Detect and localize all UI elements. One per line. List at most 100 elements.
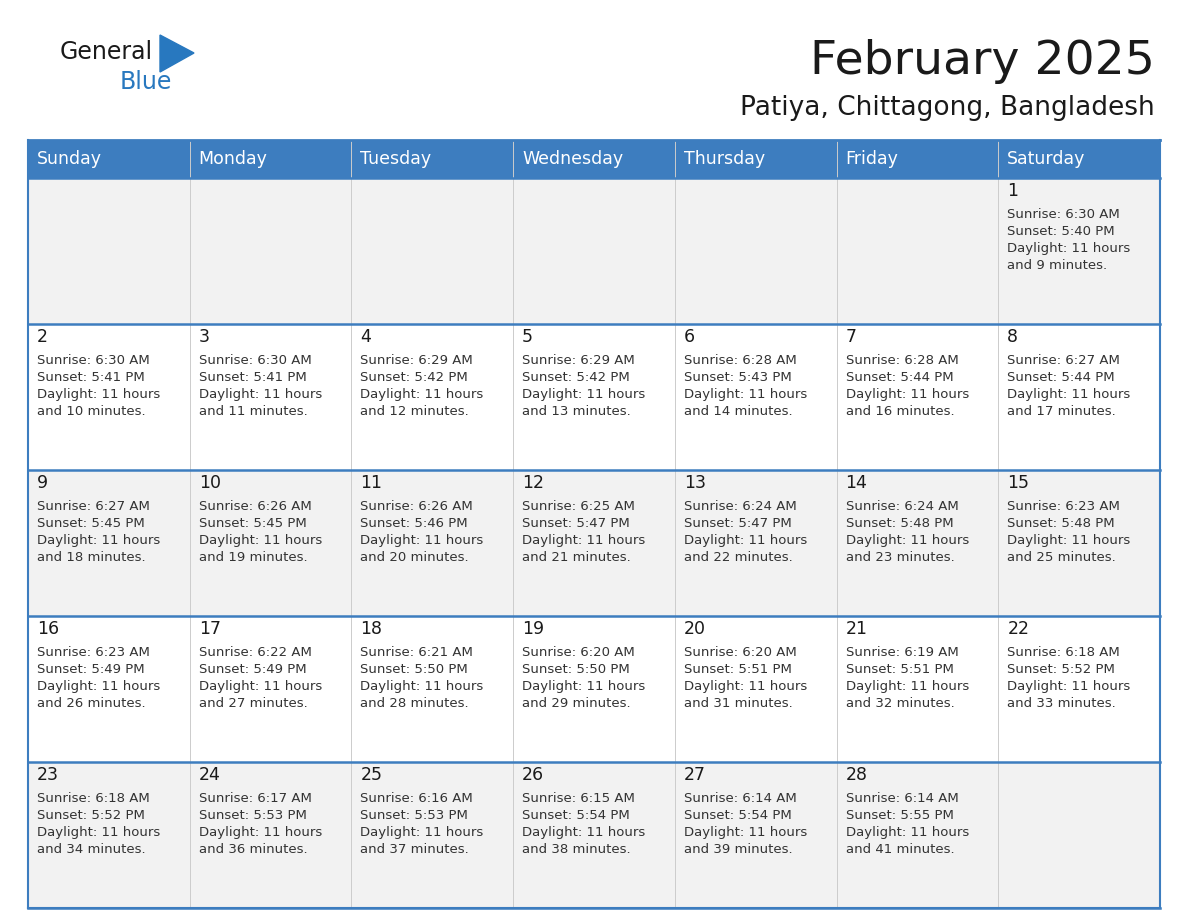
Text: Sunrise: 6:24 AM: Sunrise: 6:24 AM — [846, 500, 959, 513]
Text: Sunrise: 6:15 AM: Sunrise: 6:15 AM — [523, 792, 636, 805]
Text: Daylight: 11 hours: Daylight: 11 hours — [684, 826, 807, 839]
Text: Sunset: 5:43 PM: Sunset: 5:43 PM — [684, 371, 791, 384]
Text: Sunset: 5:40 PM: Sunset: 5:40 PM — [1007, 225, 1114, 238]
Text: and 22 minutes.: and 22 minutes. — [684, 551, 792, 564]
Text: and 23 minutes.: and 23 minutes. — [846, 551, 954, 564]
Text: February 2025: February 2025 — [810, 39, 1155, 84]
Text: Sunrise: 6:28 AM: Sunrise: 6:28 AM — [846, 354, 959, 367]
Text: Sunset: 5:41 PM: Sunset: 5:41 PM — [198, 371, 307, 384]
Text: Sunrise: 6:30 AM: Sunrise: 6:30 AM — [1007, 208, 1120, 221]
Bar — [513, 140, 675, 178]
Bar — [352, 470, 513, 616]
Text: Sunset: 5:55 PM: Sunset: 5:55 PM — [846, 809, 954, 822]
Text: 25: 25 — [360, 766, 383, 784]
Text: Sunset: 5:42 PM: Sunset: 5:42 PM — [523, 371, 630, 384]
Text: Sunset: 5:47 PM: Sunset: 5:47 PM — [684, 517, 791, 530]
Text: Sunrise: 6:27 AM: Sunrise: 6:27 AM — [1007, 354, 1120, 367]
Bar — [352, 762, 513, 908]
Text: Sunrise: 6:18 AM: Sunrise: 6:18 AM — [1007, 646, 1120, 659]
Text: Sunset: 5:52 PM: Sunset: 5:52 PM — [1007, 663, 1116, 676]
Text: 14: 14 — [846, 474, 867, 492]
Text: Daylight: 11 hours: Daylight: 11 hours — [360, 534, 484, 547]
Text: and 32 minutes.: and 32 minutes. — [846, 697, 954, 710]
Text: Sunrise: 6:30 AM: Sunrise: 6:30 AM — [37, 354, 150, 367]
Text: and 38 minutes.: and 38 minutes. — [523, 843, 631, 856]
Text: Daylight: 11 hours: Daylight: 11 hours — [360, 388, 484, 401]
Text: Thursday: Thursday — [684, 150, 765, 168]
Text: Sunrise: 6:22 AM: Sunrise: 6:22 AM — [198, 646, 311, 659]
Bar — [513, 324, 675, 470]
Text: Daylight: 11 hours: Daylight: 11 hours — [1007, 388, 1131, 401]
Text: Sunset: 5:45 PM: Sunset: 5:45 PM — [37, 517, 145, 530]
Bar — [836, 140, 998, 178]
Text: Sunrise: 6:20 AM: Sunrise: 6:20 AM — [523, 646, 634, 659]
Bar — [190, 470, 352, 616]
Text: Sunrise: 6:23 AM: Sunrise: 6:23 AM — [37, 646, 150, 659]
Bar — [190, 324, 352, 470]
Text: Daylight: 11 hours: Daylight: 11 hours — [37, 388, 160, 401]
Text: Daylight: 11 hours: Daylight: 11 hours — [523, 680, 645, 693]
Text: 9: 9 — [37, 474, 49, 492]
Bar — [998, 140, 1159, 178]
Bar — [352, 324, 513, 470]
Text: Sunset: 5:52 PM: Sunset: 5:52 PM — [37, 809, 145, 822]
Text: General: General — [61, 40, 153, 64]
Text: 11: 11 — [360, 474, 383, 492]
Text: Sunset: 5:49 PM: Sunset: 5:49 PM — [198, 663, 307, 676]
Bar — [513, 762, 675, 908]
Text: 16: 16 — [37, 620, 59, 638]
Text: and 34 minutes.: and 34 minutes. — [37, 843, 146, 856]
Text: Sunset: 5:54 PM: Sunset: 5:54 PM — [523, 809, 630, 822]
Text: Daylight: 11 hours: Daylight: 11 hours — [684, 388, 807, 401]
Text: Sunrise: 6:19 AM: Sunrise: 6:19 AM — [846, 646, 959, 659]
Text: Daylight: 11 hours: Daylight: 11 hours — [37, 534, 160, 547]
Text: 3: 3 — [198, 328, 210, 346]
Bar — [352, 178, 513, 324]
Text: Daylight: 11 hours: Daylight: 11 hours — [684, 534, 807, 547]
Text: and 12 minutes.: and 12 minutes. — [360, 405, 469, 418]
Text: 24: 24 — [198, 766, 221, 784]
Text: Sunset: 5:42 PM: Sunset: 5:42 PM — [360, 371, 468, 384]
Text: Sunrise: 6:17 AM: Sunrise: 6:17 AM — [198, 792, 311, 805]
Text: 1: 1 — [1007, 182, 1018, 200]
Bar — [513, 178, 675, 324]
Bar — [675, 324, 836, 470]
Text: Sunrise: 6:14 AM: Sunrise: 6:14 AM — [846, 792, 959, 805]
Text: Sunrise: 6:26 AM: Sunrise: 6:26 AM — [198, 500, 311, 513]
Text: and 10 minutes.: and 10 minutes. — [37, 405, 146, 418]
Text: Sunrise: 6:16 AM: Sunrise: 6:16 AM — [360, 792, 473, 805]
Text: and 39 minutes.: and 39 minutes. — [684, 843, 792, 856]
Text: Sunset: 5:49 PM: Sunset: 5:49 PM — [37, 663, 145, 676]
Text: Daylight: 11 hours: Daylight: 11 hours — [360, 680, 484, 693]
Text: 10: 10 — [198, 474, 221, 492]
Text: Sunrise: 6:24 AM: Sunrise: 6:24 AM — [684, 500, 797, 513]
Text: Daylight: 11 hours: Daylight: 11 hours — [198, 826, 322, 839]
Text: and 21 minutes.: and 21 minutes. — [523, 551, 631, 564]
Text: and 9 minutes.: and 9 minutes. — [1007, 259, 1107, 272]
Text: Daylight: 11 hours: Daylight: 11 hours — [198, 680, 322, 693]
Text: and 33 minutes.: and 33 minutes. — [1007, 697, 1116, 710]
Text: Tuesday: Tuesday — [360, 150, 431, 168]
Bar — [352, 616, 513, 762]
Text: Sunset: 5:50 PM: Sunset: 5:50 PM — [523, 663, 630, 676]
Bar — [675, 140, 836, 178]
Text: Daylight: 11 hours: Daylight: 11 hours — [523, 388, 645, 401]
Text: 22: 22 — [1007, 620, 1029, 638]
Text: and 16 minutes.: and 16 minutes. — [846, 405, 954, 418]
Bar — [675, 470, 836, 616]
Text: and 26 minutes.: and 26 minutes. — [37, 697, 146, 710]
Text: Daylight: 11 hours: Daylight: 11 hours — [37, 680, 160, 693]
Bar — [675, 178, 836, 324]
Text: Daylight: 11 hours: Daylight: 11 hours — [523, 534, 645, 547]
Text: Sunset: 5:54 PM: Sunset: 5:54 PM — [684, 809, 791, 822]
Text: Sunset: 5:51 PM: Sunset: 5:51 PM — [684, 663, 791, 676]
Bar — [190, 140, 352, 178]
Bar — [836, 616, 998, 762]
Bar — [675, 616, 836, 762]
Text: Sunrise: 6:28 AM: Sunrise: 6:28 AM — [684, 354, 797, 367]
Text: Sunrise: 6:27 AM: Sunrise: 6:27 AM — [37, 500, 150, 513]
Text: Sunset: 5:50 PM: Sunset: 5:50 PM — [360, 663, 468, 676]
Text: and 29 minutes.: and 29 minutes. — [523, 697, 631, 710]
Text: Daylight: 11 hours: Daylight: 11 hours — [846, 388, 969, 401]
Polygon shape — [160, 35, 194, 72]
